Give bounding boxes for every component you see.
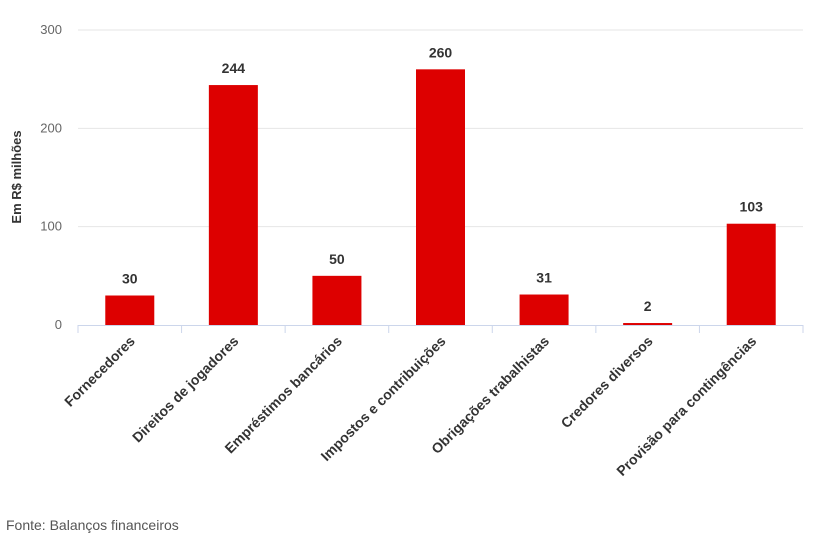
bar xyxy=(312,275,362,325)
bar xyxy=(208,85,258,325)
bars xyxy=(105,69,776,325)
category-label: Obrigações trabalhistas xyxy=(428,333,552,457)
data-label: 31 xyxy=(536,270,552,286)
bar xyxy=(623,323,673,325)
data-label: 103 xyxy=(740,199,764,215)
y-tick-label: 100 xyxy=(40,219,62,234)
y-axis-ticks: 0 100 200 300 xyxy=(40,22,62,332)
category-label: Direitos de jogadores xyxy=(129,333,242,446)
bar-chart: 0 100 200 300 30 244 50 260 31 2 103 Fornecedores… xyxy=(9,22,804,479)
bar xyxy=(105,295,155,325)
category-label: Fornecedores xyxy=(61,333,138,410)
x-axis xyxy=(77,325,804,333)
category-label: Empréstimos bancários xyxy=(221,333,345,457)
data-label: 30 xyxy=(122,271,138,287)
y-axis-label: Em R$ milhões xyxy=(9,130,24,223)
data-label: 244 xyxy=(222,60,246,76)
category-label: Credores diversos xyxy=(558,333,656,431)
bar xyxy=(416,69,465,325)
bar xyxy=(726,223,776,325)
data-label: 260 xyxy=(429,44,453,60)
y-tick-label: 200 xyxy=(40,120,62,135)
y-tick-label: 300 xyxy=(40,22,62,37)
source-note: Fonte: Balanços financeiros xyxy=(6,517,179,533)
data-label: 50 xyxy=(329,251,345,267)
bar xyxy=(519,294,569,325)
y-tick-label: 0 xyxy=(55,317,62,332)
data-label: 2 xyxy=(644,298,652,314)
data-labels: 30 244 50 260 31 2 103 xyxy=(122,44,763,314)
